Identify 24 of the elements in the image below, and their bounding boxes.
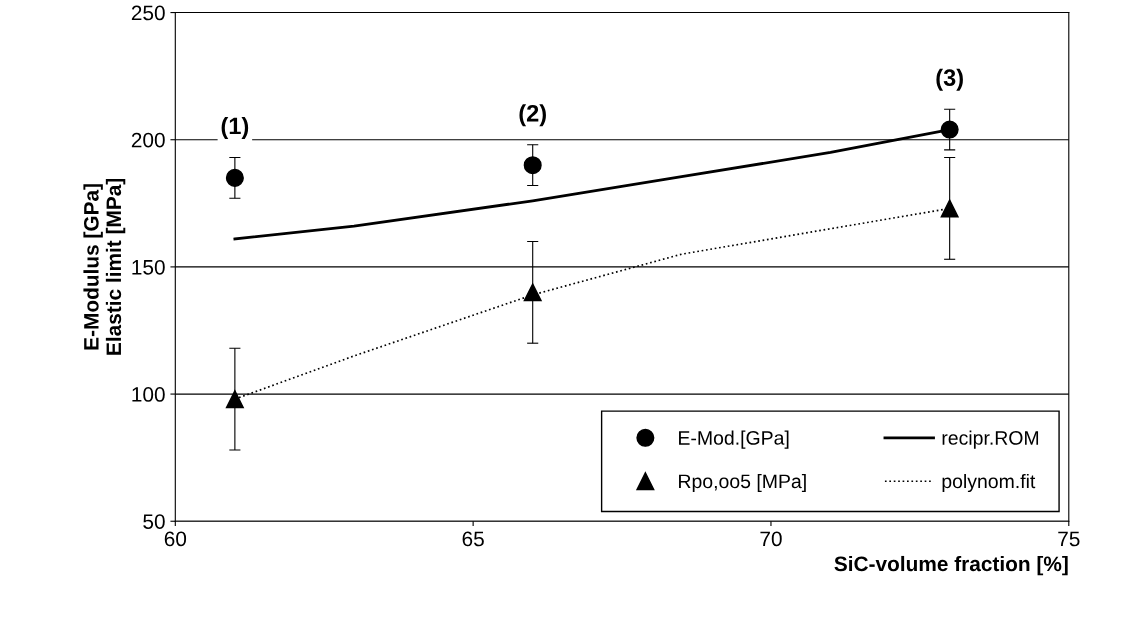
x-tick-label: 70: [760, 531, 782, 547]
point: [940, 120, 959, 139]
y-tick-label: 250: [131, 5, 165, 21]
annotation: (1): [221, 116, 249, 139]
y-tick-label: 100: [132, 387, 165, 402]
x-tick-label: 60: [164, 531, 187, 547]
legend-label: recipr.ROM: [942, 430, 1039, 449]
point: [940, 199, 959, 218]
x-tick-label: 75: [1058, 531, 1080, 547]
y-axis-title: E-Modulus [GPa] Elastic limit [MPa]: [83, 178, 126, 355]
legend-label: Rpo,oo5 [MPa]: [679, 473, 806, 493]
annotation: (3): [936, 68, 963, 91]
point: [225, 390, 244, 409]
x-tick-label: 65: [462, 531, 484, 547]
point: [225, 168, 244, 187]
annotation: (2): [519, 104, 546, 127]
point: [523, 156, 542, 175]
y-tick-label: 150: [132, 259, 165, 275]
y-tick-label: 200: [131, 132, 165, 148]
point: [523, 283, 542, 302]
legend-label: E-Mod.[GPa]: [679, 430, 789, 449]
legend-label: polynom.fit: [942, 473, 1036, 493]
y-tick-label: 50: [143, 514, 165, 529]
x-axis-title: SiC-volume fraction [%]: [834, 555, 1068, 576]
